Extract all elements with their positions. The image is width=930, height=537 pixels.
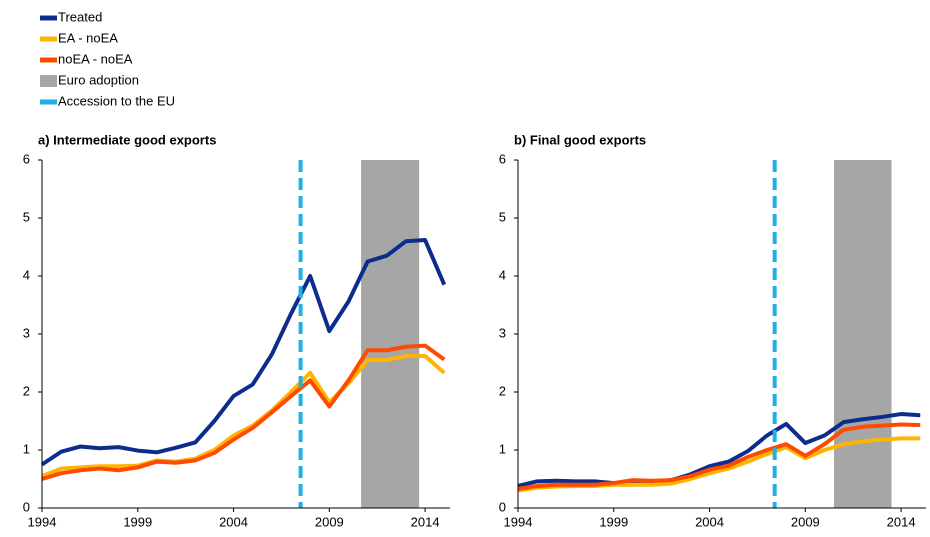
- y-tick-label: 2: [23, 383, 30, 398]
- panel-title: b) Final good exports: [514, 132, 646, 147]
- x-tick-label: 1999: [123, 514, 152, 529]
- y-tick-label: 5: [499, 209, 506, 224]
- legend-swatch: [40, 75, 57, 87]
- x-tick-label: 2014: [411, 514, 440, 529]
- series-line: [40, 238, 447, 467]
- legend-label: Accession to the EU: [58, 93, 175, 108]
- y-tick-label: 2: [499, 383, 506, 398]
- y-tick-label: 5: [23, 209, 30, 224]
- y-tick-label: 1: [23, 441, 30, 456]
- legend-swatch: [40, 36, 57, 42]
- legend-swatch: [40, 99, 57, 105]
- series-line: [41, 343, 446, 481]
- x-tick-label: 2009: [791, 514, 820, 529]
- legend-swatch: [40, 57, 57, 63]
- panel-title: a) Intermediate good exports: [38, 132, 216, 147]
- euro-adoption-band: [834, 160, 892, 508]
- y-tick-label: 1: [499, 441, 506, 456]
- y-tick-label: 4: [23, 267, 30, 282]
- series-line: [41, 354, 446, 478]
- x-tick-label: 1994: [28, 514, 57, 529]
- y-tick-label: 3: [499, 325, 506, 340]
- y-tick-label: 0: [23, 499, 30, 514]
- x-tick-label: 1999: [599, 514, 628, 529]
- y-tick-label: 6: [23, 151, 30, 166]
- x-tick-label: 2004: [695, 514, 724, 529]
- x-tick-label: 2014: [887, 514, 916, 529]
- y-tick-label: 4: [499, 267, 506, 282]
- x-tick-label: 1994: [504, 514, 533, 529]
- legend-label: noEA - noEA: [58, 51, 133, 66]
- euro-adoption-band: [361, 160, 420, 508]
- legend-label: Euro adoption: [58, 72, 139, 87]
- legend-label: EA - noEA: [58, 30, 118, 45]
- y-tick-label: 3: [23, 325, 30, 340]
- legend-label: Treated: [58, 9, 102, 24]
- legend-swatch: [40, 15, 57, 21]
- y-tick-label: 0: [499, 499, 506, 514]
- x-tick-label: 2004: [219, 514, 248, 529]
- series-line: [517, 412, 921, 488]
- series-line: [517, 422, 921, 491]
- x-tick-label: 2009: [315, 514, 344, 529]
- y-tick-label: 6: [499, 151, 506, 166]
